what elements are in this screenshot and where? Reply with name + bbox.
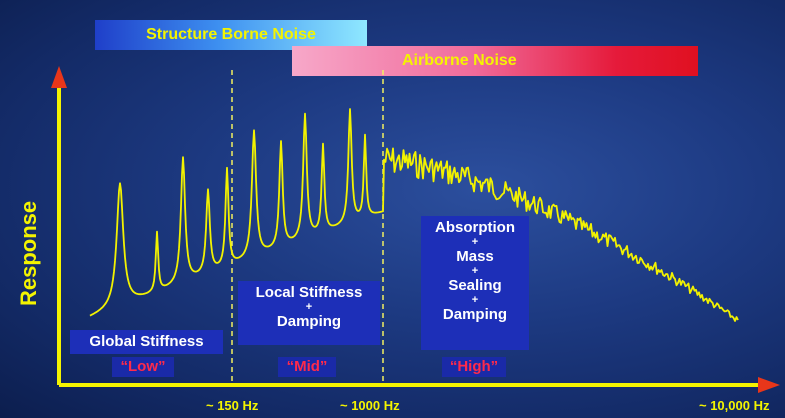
high-plus-1: + xyxy=(471,236,479,248)
low-region-text: Global Stiffness xyxy=(89,333,204,350)
tick-1000hz: ~ 1000 Hz xyxy=(340,398,400,413)
high-line-4: Damping xyxy=(442,306,508,323)
y-axis-arrow-icon xyxy=(51,66,67,88)
airborne-noise-band: Airborne Noise xyxy=(292,46,698,76)
high-line-2: Mass xyxy=(456,248,494,265)
high-line-1: Absorption xyxy=(435,219,515,236)
global-stiffness-label: Global Stiffness xyxy=(70,330,223,354)
tick-150hz: ~ 150 Hz xyxy=(206,398,259,413)
response-curve xyxy=(89,108,739,322)
mid-plus: + xyxy=(305,301,313,313)
range-mid-label: “Mid” xyxy=(278,357,336,377)
mid-region-label: Local Stiffness + Damping xyxy=(238,281,380,345)
tick-10000hz: ~ 10,000 Hz xyxy=(699,398,770,413)
range-high-label: “High” xyxy=(442,357,506,377)
range-low-label: “Low” xyxy=(112,357,174,377)
y-axis-label: Response xyxy=(16,200,41,306)
high-plus-2: + xyxy=(471,265,479,277)
high-plus-3: + xyxy=(471,294,479,306)
mid-line-1: Local Stiffness xyxy=(255,284,363,301)
high-region-label: Absorption + Mass + Sealing + Damping xyxy=(421,216,529,350)
high-line-3: Sealing xyxy=(448,277,502,294)
structure-borne-noise-band: Structure Borne Noise xyxy=(95,20,367,50)
mid-line-2: Damping xyxy=(276,313,342,330)
x-axis-arrow-icon xyxy=(758,377,780,393)
